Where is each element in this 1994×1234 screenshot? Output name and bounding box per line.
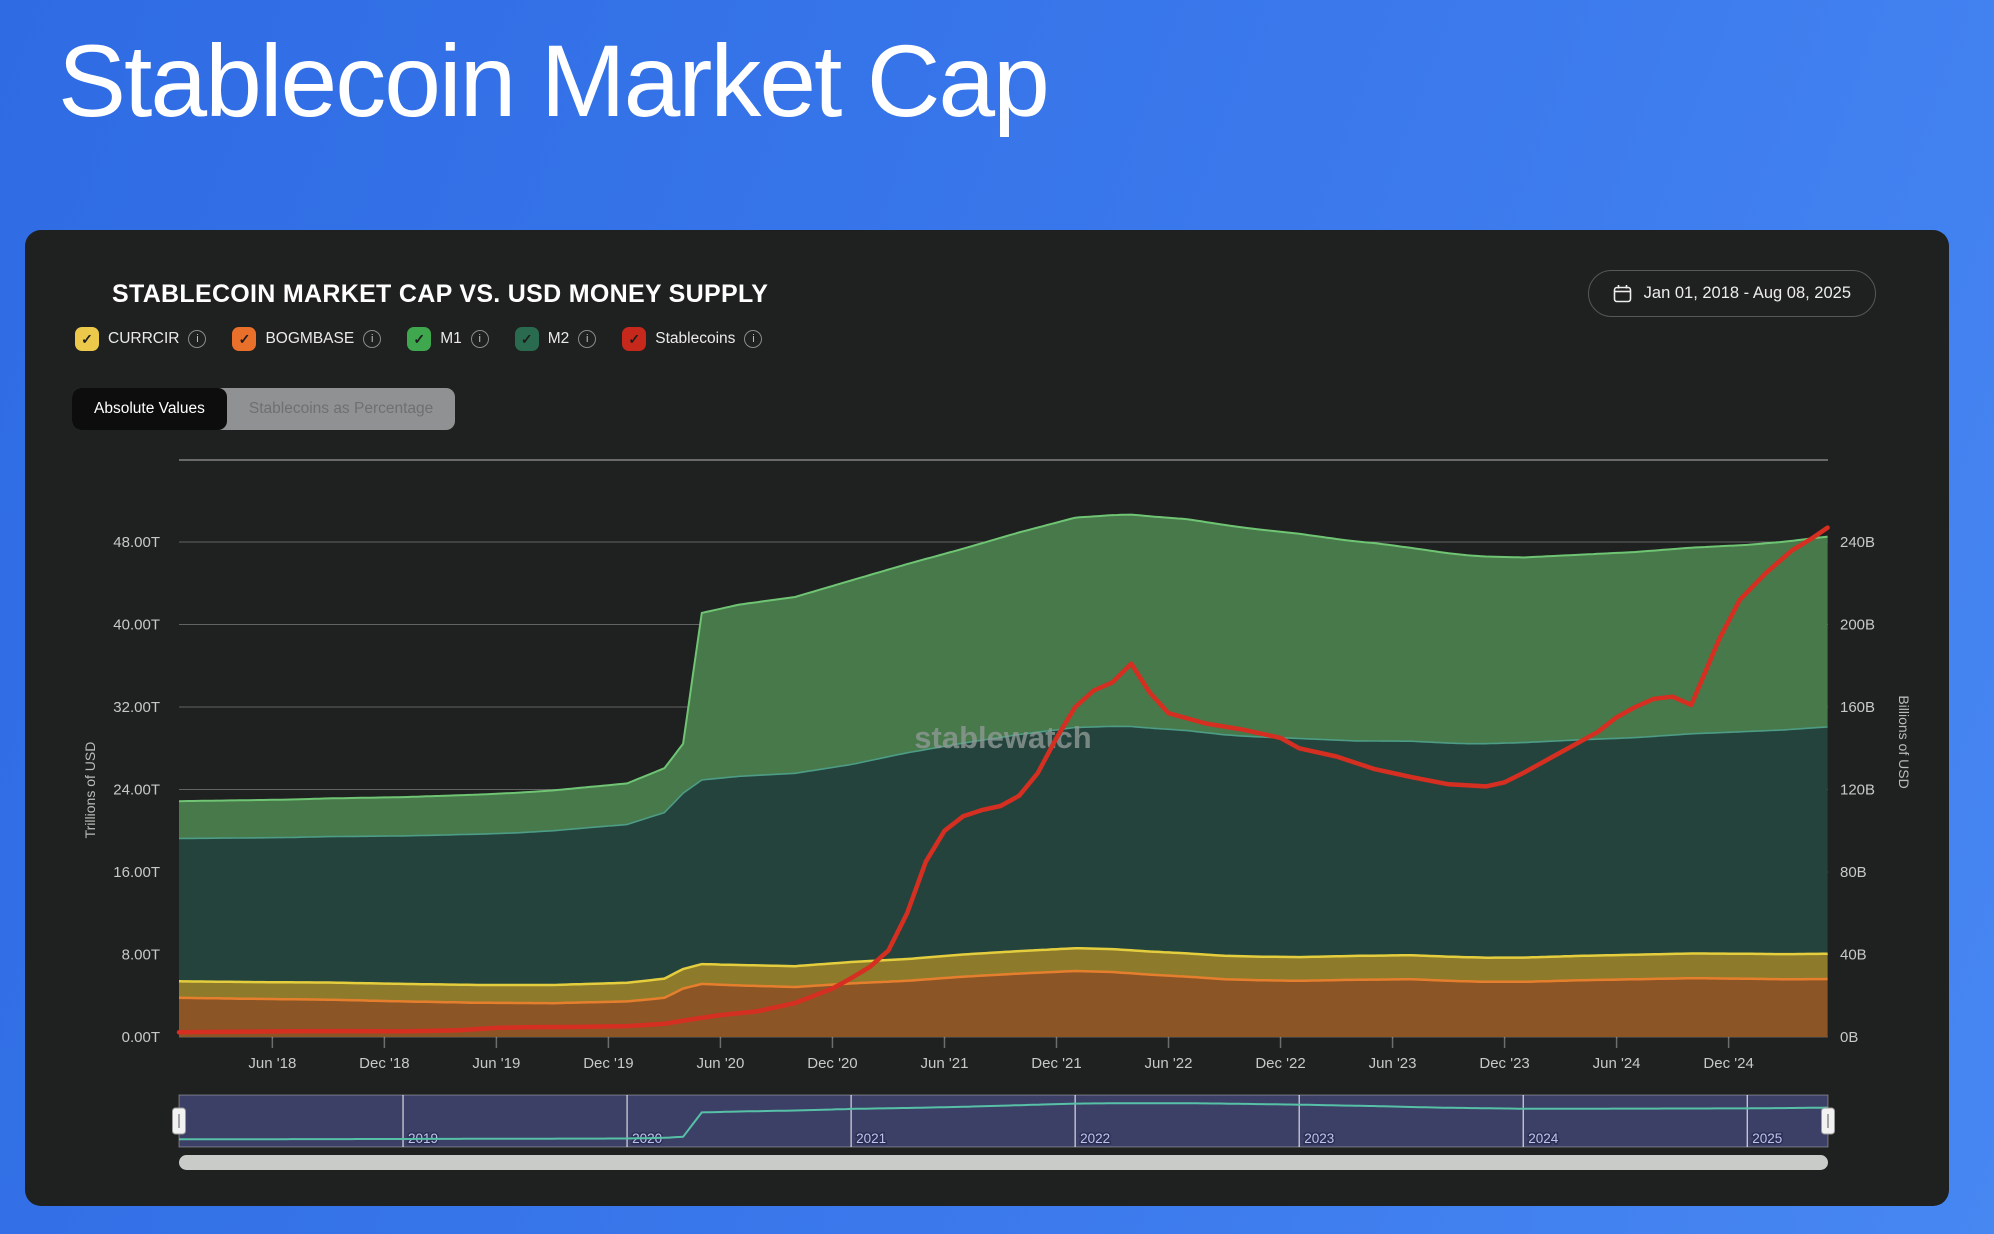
edge-currcir <box>178 946 1828 987</box>
y-right-tick: 0B <box>1840 1029 1858 1046</box>
x-tick: Jun '24 <box>1593 1055 1641 1072</box>
date-range-label: Jan 01, 2018 - Aug 08, 2025 <box>1643 284 1851 302</box>
y-right-tick: 160B <box>1840 699 1875 716</box>
y-left-tick: 16.00T <box>113 864 160 881</box>
axes: 48.00T 40.00T 32.00T 24.00T 16.00T 8.00T 0.00T… <box>82 534 1912 1072</box>
checkbox-currcir[interactable]: ✓ <box>75 327 99 351</box>
x-tick: Jun '20 <box>696 1055 744 1072</box>
view-mode-toggle: Absolute Values Stablecoins as Percentag… <box>72 388 456 430</box>
x-tick: Dec '19 <box>583 1055 633 1072</box>
legend-item-bogmbase: ✓ BOGMBASE i <box>232 327 382 351</box>
x-tick: Dec '21 <box>1031 1055 1081 1072</box>
brush-year-label: 2025 <box>1752 1131 1782 1146</box>
legend-item-m1: ✓ M1 i <box>407 327 489 351</box>
y-left-tick: 0.00T <box>122 1029 160 1046</box>
legend-item-m2: ✓ M2 i <box>514 327 597 351</box>
y-left-tick: 48.00T <box>113 534 160 551</box>
y-left-tick: 40.00T <box>113 617 160 634</box>
info-icon[interactable]: i <box>744 330 763 348</box>
brush-year-label: 2024 <box>1528 1131 1559 1146</box>
info-icon[interactable]: i <box>578 330 597 348</box>
x-tick: Jun '23 <box>1369 1055 1417 1072</box>
y-right-tick: 200B <box>1840 617 1875 634</box>
legend-label: M1 <box>440 330 462 347</box>
legend-label: M2 <box>547 330 570 347</box>
y-left-axis-title: Trillions of USD <box>82 742 98 839</box>
brush-year-label: 2023 <box>1304 1131 1334 1146</box>
y-right-tick: 40B <box>1840 947 1867 964</box>
area-m1 <box>179 514 1828 839</box>
checkbox-bogmbase[interactable]: ✓ <box>232 327 257 351</box>
toggle-absolute-values[interactable]: Absolute Values <box>72 388 227 430</box>
x-tick: Dec '18 <box>359 1055 409 1072</box>
plot-area[interactable] <box>179 460 1828 1037</box>
checkbox-m1[interactable]: ✓ <box>407 327 432 351</box>
x-tick: Jun '21 <box>921 1055 969 1072</box>
y-right-axis-title: Billions of USD <box>1896 695 1912 788</box>
brush-year-label: 2021 <box>856 1131 886 1146</box>
legend-label: BOGMBASE <box>265 330 355 347</box>
chart-card: STABLECOIN MARKET CAP VS. USD MONEY SUPP… <box>25 230 1949 1206</box>
x-tick: Jun '19 <box>472 1055 520 1072</box>
stacked-areas <box>178 513 1828 1037</box>
horizontal-scrollbar[interactable] <box>179 1155 1828 1170</box>
checkbox-m2[interactable]: ✓ <box>514 327 539 351</box>
info-icon[interactable]: i <box>470 330 489 348</box>
legend-label: Stablecoins <box>655 330 736 347</box>
y-left-tick: 32.00T <box>113 699 160 716</box>
date-range-picker[interactable]: Jan 01, 2018 - Aug 08, 2025 <box>1587 270 1876 317</box>
brush-year-label: 2022 <box>1080 1131 1110 1146</box>
edge-m2 <box>178 725 1828 840</box>
x-tick: Dec '24 <box>1703 1055 1753 1072</box>
series-legend: ✓ CURRCIR i ✓ BOGMBASE i ✓ M1 i ✓ M2 i ✓ Stablecoins i <box>75 327 763 351</box>
stablecoins-line <box>176 525 1830 1035</box>
area-m2 <box>179 726 1828 985</box>
brush-mini-line <box>179 1102 1828 1141</box>
area-currcir <box>179 948 1828 1004</box>
legend-label: CURRCIR <box>108 330 180 347</box>
legend-item-stablecoins: ✓ Stablecoins i <box>622 327 763 351</box>
checkbox-stablecoins[interactable]: ✓ <box>622 327 647 351</box>
y-right-tick: 120B <box>1840 782 1875 799</box>
legend-item-currcir: ✓ CURRCIR i <box>75 327 207 351</box>
area-bogmbase <box>179 971 1828 1037</box>
edge-m1 <box>178 513 1828 803</box>
x-tick: Dec '20 <box>807 1055 857 1072</box>
x-tick: Dec '23 <box>1479 1055 1529 1072</box>
y-left-tick: 8.00T <box>122 947 160 964</box>
x-tick: Jun '18 <box>248 1055 296 1072</box>
money-supply-chart: stablewatch48.00T40.00T32.00T24.00T16.00… <box>82 459 1912 1170</box>
calendar-icon <box>1613 285 1631 303</box>
timeline-brush: 2019 2020 2021 2022 2023 2024 2025 <box>172 1094 1835 1148</box>
x-tick: Dec '22 <box>1255 1055 1305 1072</box>
info-icon[interactable]: i <box>363 330 382 348</box>
y-left-tick: 24.00T <box>113 782 160 799</box>
y-right-tick: 80B <box>1840 864 1867 881</box>
chart-title: STABLECOIN MARKET CAP VS. USD MONEY SUPP… <box>112 280 769 308</box>
x-tick: Jun '22 <box>1145 1055 1193 1072</box>
toggle-stablecoins-percentage[interactable]: Stablecoins as Percentage <box>227 388 455 430</box>
info-icon[interactable]: i <box>188 330 207 348</box>
page-title: Stablecoin Market Cap <box>58 24 1050 138</box>
edge-bogmbase <box>178 969 1828 1005</box>
y-right-tick: 240B <box>1840 534 1875 551</box>
